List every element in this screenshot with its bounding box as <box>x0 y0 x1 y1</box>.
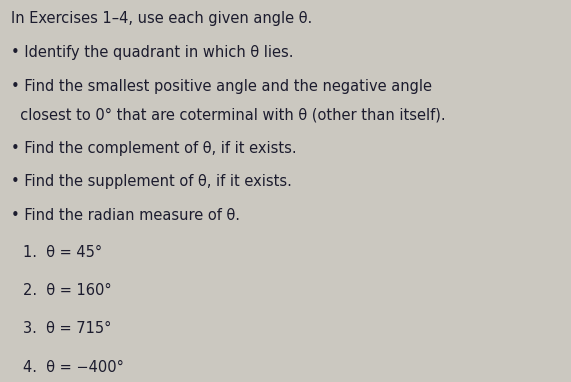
Text: • Find the smallest positive angle and the negative angle: • Find the smallest positive angle and t… <box>11 79 432 94</box>
Text: • Find the supplement of θ, if it exists.: • Find the supplement of θ, if it exists… <box>11 175 292 189</box>
Text: • Identify the quadrant in which θ lies.: • Identify the quadrant in which θ lies. <box>11 45 294 60</box>
Text: 4.  θ = −400°: 4. θ = −400° <box>23 360 124 375</box>
Text: • Find the complement of θ, if it exists.: • Find the complement of θ, if it exists… <box>11 141 297 156</box>
Text: 2.  θ = 160°: 2. θ = 160° <box>23 283 111 298</box>
Text: 1.  θ = 45°: 1. θ = 45° <box>23 245 102 260</box>
Text: • Find the radian measure of θ.: • Find the radian measure of θ. <box>11 208 240 223</box>
Text: In Exercises 1–4, use each given angle θ.: In Exercises 1–4, use each given angle θ… <box>11 11 313 26</box>
Text: 3.  θ = 715°: 3. θ = 715° <box>23 322 111 337</box>
Text: closest to 0° that are coterminal with θ (other than itself).: closest to 0° that are coterminal with θ… <box>11 107 446 122</box>
